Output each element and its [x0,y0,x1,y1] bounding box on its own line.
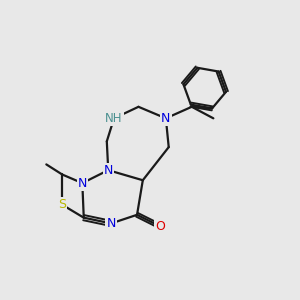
Text: S: S [58,198,66,211]
Text: NH: NH [105,112,123,125]
Text: N: N [78,177,87,190]
Text: N: N [106,217,116,230]
Text: O: O [155,220,165,233]
Text: N: N [161,112,170,125]
Text: N: N [103,164,113,177]
